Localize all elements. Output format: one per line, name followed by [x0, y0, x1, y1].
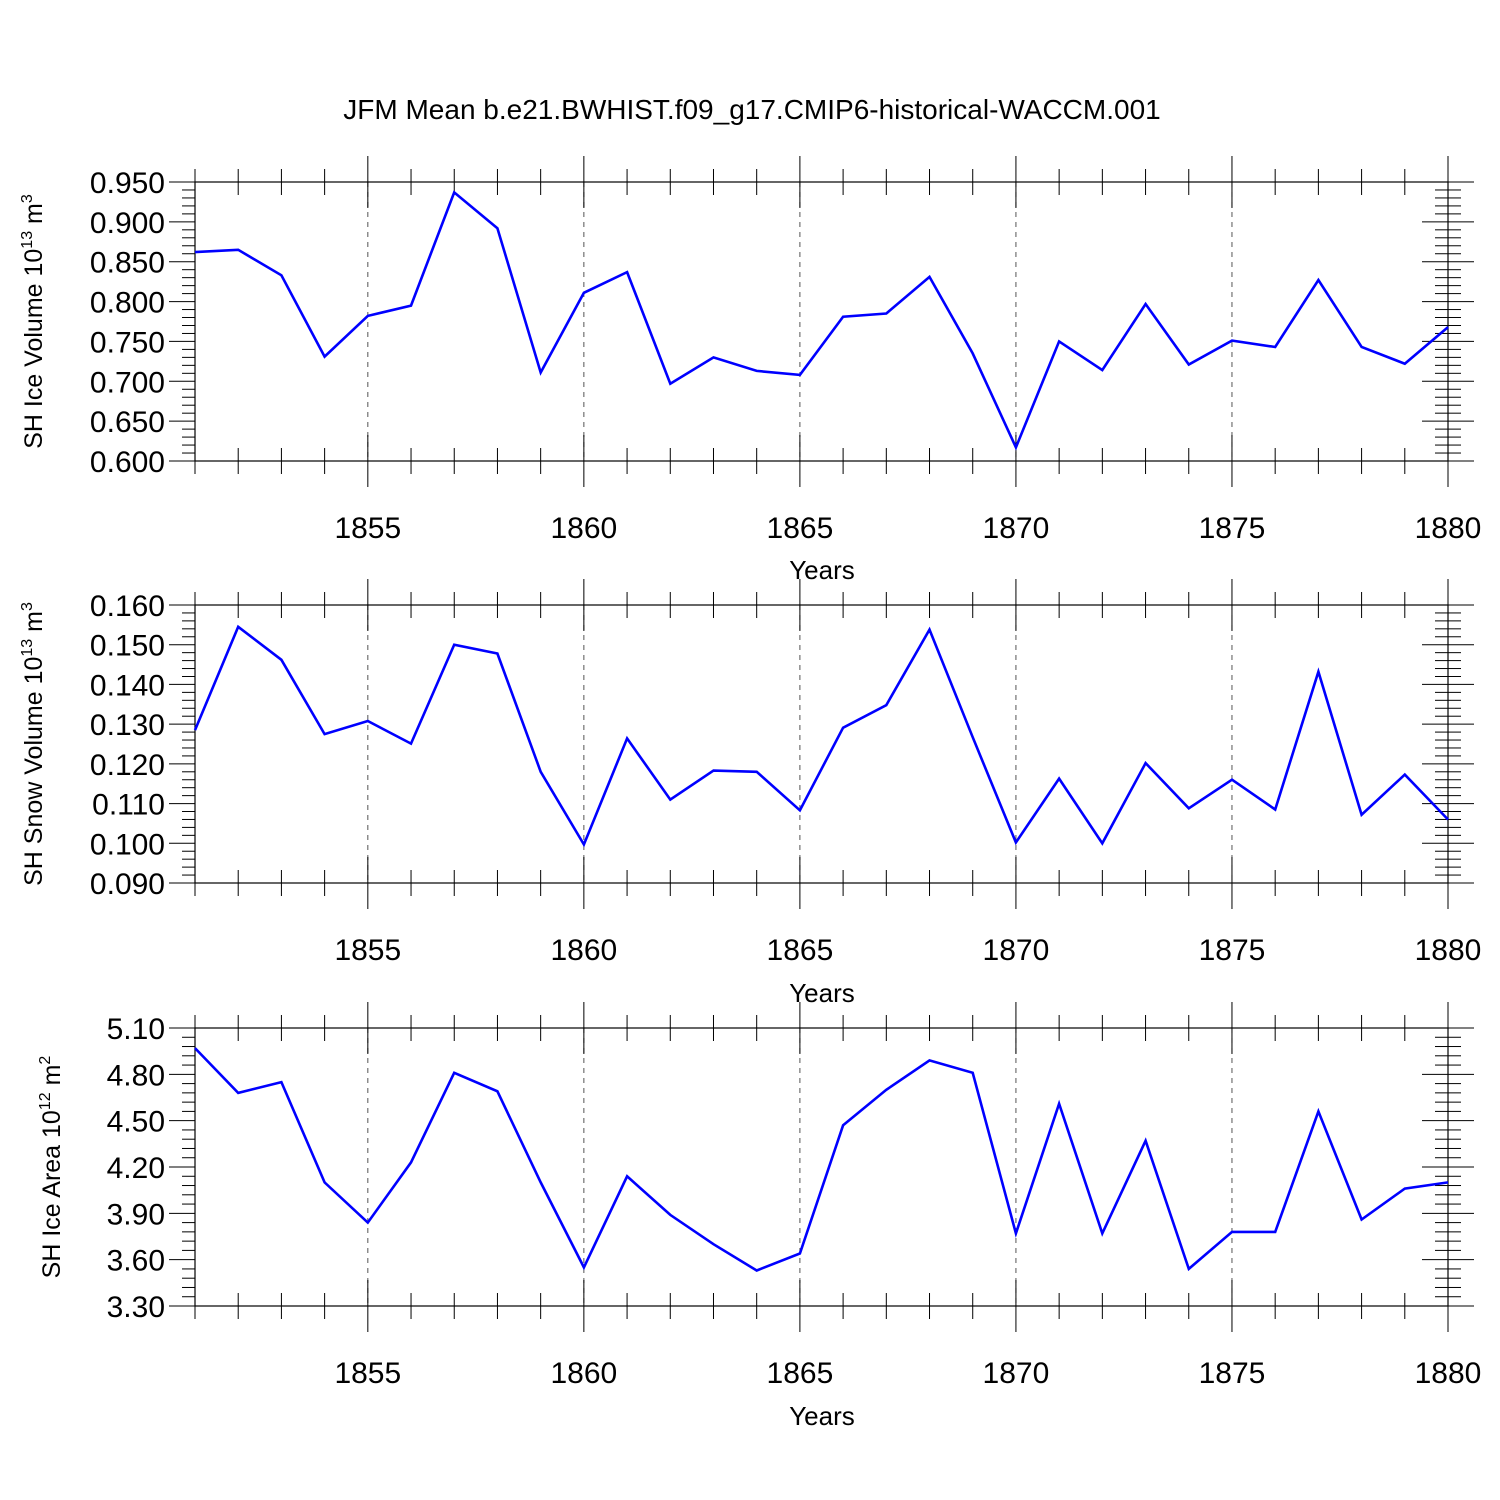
x-tick-label: 1860 — [550, 1357, 617, 1390]
plot-frame — [194, 181, 1449, 462]
y-tick-label: 0.650 — [90, 406, 165, 439]
x-tick-label: 1875 — [1199, 1357, 1266, 1390]
x-tick-label: 1865 — [767, 934, 834, 967]
y-tick-label: 0.160 — [90, 590, 165, 623]
x-tick-label: 1860 — [550, 512, 617, 545]
y-axis-label: SH Ice Area 1012 m2 — [37, 1056, 66, 1279]
x-tick-label: 1870 — [983, 512, 1050, 545]
y-tick-label: 0.700 — [90, 366, 165, 399]
x-axis-label: Years — [789, 555, 855, 585]
y-tick-label: 3.30 — [107, 1291, 165, 1324]
x-tick-label: 1875 — [1199, 934, 1266, 967]
y-tick-label: 0.900 — [90, 207, 165, 240]
series-line — [194, 1047, 1449, 1272]
y-tick-label: 0.120 — [90, 749, 165, 782]
y-axis-label: SH Snow Volume 1013 m3 — [19, 602, 48, 886]
y-tick-label: 4.20 — [107, 1152, 165, 1185]
plot-frame — [194, 604, 1449, 884]
y-tick-label: 0.750 — [90, 326, 165, 359]
y-tick-label: 4.80 — [107, 1059, 165, 1092]
x-axis-label: Years — [789, 978, 855, 1008]
panel-2: 0.090 0.100 0.110 0.120 0.130 0.140 0.150 0.160… — [19, 579, 1481, 1008]
y-tick-label: 0.130 — [90, 709, 165, 742]
x-tick-label: 1865 — [767, 1357, 834, 1390]
panel-1: 0.600 0.650 0.700 0.750 0.800 0.850 0.900 0.950… — [19, 156, 1481, 585]
y-axis-label: SH Ice Volume 1013 m3 — [19, 194, 48, 449]
chart-panels: 0.600 0.650 0.700 0.750 0.800 0.850 0.900 0.950… — [19, 156, 1481, 1431]
x-tick-label: 1870 — [983, 934, 1050, 967]
y-tick-label: 0.110 — [92, 789, 165, 822]
x-tick-label: 1875 — [1199, 512, 1266, 545]
series-line — [194, 190, 1449, 451]
x-axis-label: Years — [789, 1401, 855, 1431]
y-tick-label: 3.60 — [107, 1245, 165, 1278]
y-tick-label: 3.90 — [107, 1198, 165, 1231]
y-tick-label: 0.140 — [90, 669, 165, 702]
x-tick-label: 1855 — [334, 934, 401, 967]
y-tick-label: 4.50 — [107, 1106, 165, 1139]
y-tick-label: 0.090 — [90, 868, 165, 901]
y-tick-label: 0.100 — [90, 828, 165, 861]
x-tick-label: 1880 — [1415, 512, 1482, 545]
y-tick-label: 5.10 — [107, 1013, 165, 1046]
x-tick-label: 1860 — [550, 934, 617, 967]
series-line — [193, 624, 1449, 848]
x-tick-label: 1865 — [767, 512, 834, 545]
y-tick-label: 0.600 — [90, 446, 165, 479]
y-tick-label: 0.950 — [90, 167, 165, 200]
x-tick-label: 1880 — [1415, 934, 1482, 967]
x-tick-label: 1880 — [1415, 1357, 1482, 1390]
x-tick-label: 1855 — [334, 1357, 401, 1390]
plot-frame — [194, 1027, 1449, 1307]
y-tick-label: 0.800 — [90, 287, 165, 320]
x-tick-label: 1870 — [983, 1357, 1050, 1390]
x-tick-label: 1855 — [334, 512, 401, 545]
y-tick-label: 0.150 — [90, 630, 165, 663]
panel-3: 3.30 3.60 3.90 4.20 4.50 4.80 5.10 1855 1860 1865… — [37, 1002, 1481, 1431]
chart-main-title: JFM Mean b.e21.BWHIST.f09_g17.CMIP6-hist… — [343, 94, 1160, 125]
y-tick-label: 0.850 — [90, 247, 165, 280]
